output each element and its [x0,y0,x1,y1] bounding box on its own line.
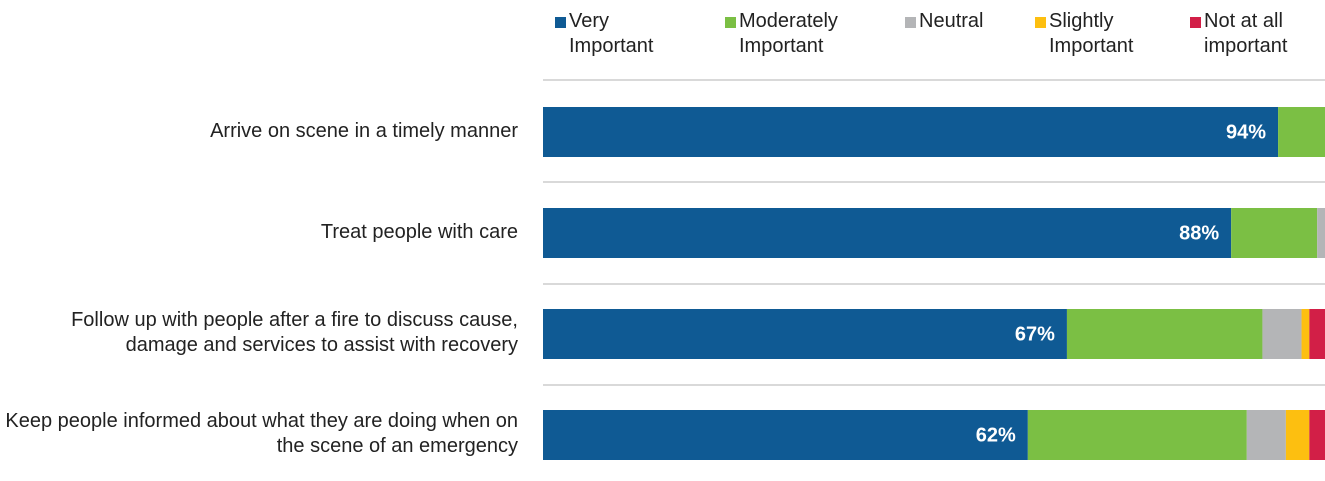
bar-segment [1317,208,1325,258]
legend-label: Very Important [569,10,654,57]
bar-segment [543,410,1028,460]
bar-segment [1285,410,1310,460]
bar-segment [543,309,1067,359]
legend-swatch [1035,17,1046,28]
legend-item: Moderately Important [725,9,869,59]
bar-segment [1262,309,1302,359]
bar-segment [1027,410,1247,460]
category-label: Arrive on scene in a timely manner [210,119,518,142]
legend-label: Moderately Important [739,10,838,57]
category-label: Treat people with care [320,220,518,243]
bar-segment [1066,309,1263,359]
legend-label: Neutral [919,10,984,32]
data-label: 88% [1179,222,1219,244]
bar-segment [1246,410,1286,460]
legend-item: Very Important [555,9,699,59]
legend-swatch [1190,17,1201,28]
bar-segment [1278,107,1325,157]
category-label: Keep people informed about what they are… [5,410,518,457]
legend-swatch [555,17,566,28]
legend-label: Slightly Important [1049,10,1134,57]
data-label: 94% [1226,121,1266,143]
bar-segment [1309,309,1325,359]
legend-label: Not at all important [1204,10,1288,57]
legend-item: Not at all important [1190,9,1314,59]
data-label: 67% [1015,323,1055,345]
legend-item: Slightly Important [1035,9,1159,59]
legend-swatch [725,17,736,28]
bar-segment [1231,208,1318,258]
legend-swatch [905,17,916,28]
bar-segment [543,208,1232,258]
data-label: 62% [976,424,1016,446]
bar-segment [543,107,1279,157]
bar-segment [1309,410,1325,460]
bar-segment [1301,309,1310,359]
category-label: Follow up with people after a fire to di… [71,309,518,356]
legend-item: Neutral [905,9,1019,34]
